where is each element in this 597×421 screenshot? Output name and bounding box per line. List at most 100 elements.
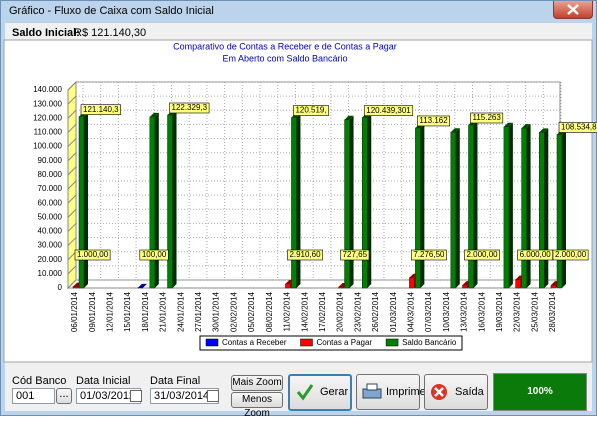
progress: 100%	[493, 373, 587, 411]
y-tick-label: 70.000	[38, 184, 63, 193]
exit-button[interactable]: Saída	[424, 374, 488, 410]
value-label: 113.162	[419, 116, 448, 125]
bar	[168, 115, 173, 288]
x-tick-label: 27/01/2014	[194, 291, 203, 332]
x-tick-label: 15/01/2014	[123, 291, 132, 332]
bar-side	[420, 124, 424, 288]
y-tick-label: 50.000	[38, 212, 63, 221]
calendar-icon[interactable]	[207, 390, 219, 402]
bar-side	[367, 114, 371, 288]
legend-label: Saldo Bancário	[402, 338, 457, 347]
bar-side	[173, 111, 177, 288]
bar	[504, 127, 509, 288]
generate-label: Gerar	[320, 386, 348, 398]
end-label: Data Final	[150, 375, 200, 387]
y-tick-label: 90.000	[38, 156, 63, 165]
value-label: 2.910,60	[289, 250, 321, 259]
bar	[468, 125, 473, 288]
exit-label: Saída	[455, 386, 484, 398]
y-tick-label: 120.000	[33, 113, 62, 122]
y-tick-label: 30.000	[38, 241, 63, 250]
bar-side	[296, 114, 300, 288]
value-label: 1.000,00	[77, 250, 109, 259]
bar	[551, 285, 556, 288]
value-label: 100,00	[142, 250, 167, 259]
x-tick-label: 01/03/2014	[389, 291, 398, 332]
y-tick-label: 60.000	[38, 198, 63, 207]
y-tick-label: 20.000	[38, 255, 63, 264]
zoom-in-button[interactable]: Mais Zoom	[231, 375, 283, 391]
x-tick-label: 21/01/2014	[159, 291, 168, 332]
legend-swatch	[386, 339, 398, 346]
print-label: Imprime	[386, 386, 426, 398]
x-tick-label: 16/03/2014	[477, 291, 486, 332]
bank-input[interactable]: 001	[12, 388, 55, 404]
bar	[339, 287, 344, 288]
y-tick-label: 140.000	[33, 85, 62, 94]
bar	[557, 135, 562, 288]
x-tick-label: 09/01/2014	[88, 291, 97, 332]
print-button[interactable]: Imprime	[356, 374, 420, 410]
legend-label: Contas a Pagar	[316, 338, 372, 347]
x-tick-label: 17/02/2014	[318, 291, 327, 332]
legend-swatch	[206, 339, 218, 346]
bar	[345, 120, 350, 288]
bar	[409, 278, 414, 288]
legend-swatch	[300, 339, 312, 346]
x-tick-label: 25/03/2014	[530, 291, 539, 332]
bank-lookup[interactable]: ...	[56, 388, 72, 404]
x-tick-label: 20/02/2014	[336, 291, 345, 332]
bar-side	[527, 124, 531, 288]
x-tick-label: 22/03/2014	[513, 291, 522, 332]
y-tick-label: 130.000	[33, 99, 62, 108]
x-tick-label: 13/03/2014	[460, 291, 469, 332]
check-icon	[296, 383, 314, 401]
x-tick-label: 12/01/2014	[106, 291, 115, 332]
bar-side	[456, 128, 460, 288]
x-tick-label: 04/03/2014	[406, 291, 415, 332]
bar	[362, 118, 367, 288]
bar	[539, 132, 544, 288]
chart-subtitle: Em Aberto com Saldo Bancário	[222, 53, 347, 63]
value-label: 122.329,3	[172, 103, 208, 112]
y-tick-label: 40.000	[38, 227, 63, 236]
bar-side	[509, 123, 513, 288]
value-label: 121.140,3	[83, 105, 119, 114]
chart-title: Comparativo de Contas a Receber e de Con…	[173, 41, 397, 51]
bar	[291, 118, 296, 288]
y-tick-label: 100.000	[33, 142, 62, 151]
bar-side	[350, 116, 354, 288]
x-tick-label: 26/02/2014	[371, 291, 380, 332]
bar-side	[562, 131, 566, 288]
bar	[79, 117, 84, 288]
calendar-icon[interactable]	[130, 390, 142, 402]
bar-side	[473, 121, 477, 288]
bar	[150, 117, 155, 288]
y-tick-label: 110.000	[34, 128, 63, 137]
value-label: 120.439,301	[366, 106, 411, 115]
zoom-out-button[interactable]: Menos Zoom	[231, 392, 283, 408]
x-tick-label: 06/01/2014	[70, 291, 79, 332]
generate-button[interactable]: Gerar	[288, 374, 352, 411]
bank-label: Cód Banco	[12, 375, 66, 387]
bar-side	[544, 128, 548, 288]
bar	[285, 284, 290, 288]
value-label: 2.000,00	[466, 250, 498, 259]
printer-icon	[362, 383, 382, 401]
value-label: 2.000,00	[555, 250, 587, 259]
bar	[451, 132, 456, 288]
x-tick-label: 28/03/2014	[548, 291, 557, 332]
value-label: 120.519,	[295, 106, 326, 115]
x-tick-label: 08/02/2014	[265, 291, 274, 332]
value-label: 727,65	[343, 250, 368, 259]
start-label: Data Inicial	[76, 375, 130, 387]
bar	[522, 128, 527, 288]
value-label: 108.534,801	[561, 123, 597, 132]
bar-side	[155, 113, 159, 288]
y-tick-label: 10.000	[38, 269, 63, 278]
x-tick-label: 02/02/2014	[229, 291, 238, 332]
balance-label: Saldo Inicial:	[12, 27, 80, 39]
bar	[516, 280, 521, 288]
exit-icon	[430, 383, 448, 401]
